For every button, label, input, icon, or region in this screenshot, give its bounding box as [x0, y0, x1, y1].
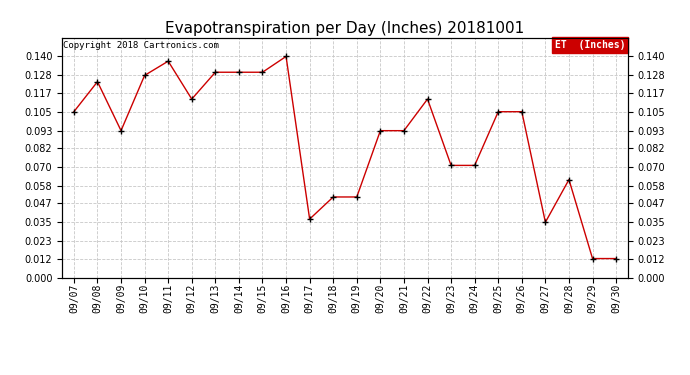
Title: Evapotranspiration per Day (Inches) 20181001: Evapotranspiration per Day (Inches) 2018…: [166, 21, 524, 36]
Text: Copyright 2018 Cartronics.com: Copyright 2018 Cartronics.com: [63, 41, 219, 50]
Text: ET  (Inches): ET (Inches): [555, 40, 625, 50]
